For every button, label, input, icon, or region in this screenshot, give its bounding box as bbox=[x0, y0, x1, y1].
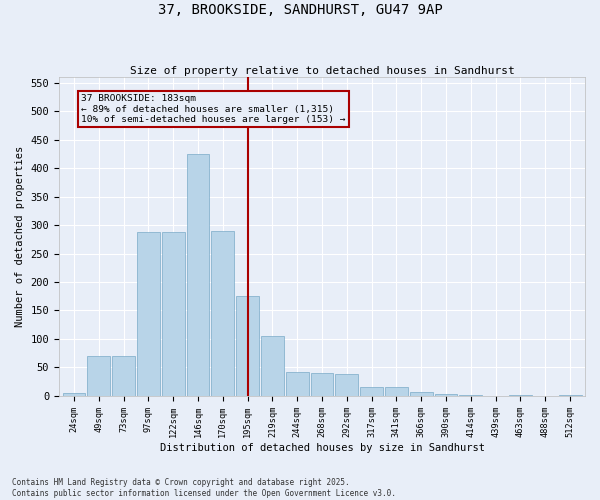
Bar bbox=[286, 372, 308, 396]
Bar bbox=[559, 395, 581, 396]
Bar bbox=[410, 392, 433, 396]
Bar bbox=[112, 356, 135, 396]
Bar bbox=[62, 393, 85, 396]
Bar bbox=[236, 296, 259, 396]
X-axis label: Distribution of detached houses by size in Sandhurst: Distribution of detached houses by size … bbox=[160, 442, 485, 452]
Bar bbox=[460, 395, 482, 396]
Bar bbox=[211, 231, 234, 396]
Text: Contains HM Land Registry data © Crown copyright and database right 2025.
Contai: Contains HM Land Registry data © Crown c… bbox=[12, 478, 396, 498]
Bar bbox=[261, 336, 284, 396]
Bar bbox=[509, 395, 532, 396]
Bar bbox=[335, 374, 358, 396]
Bar bbox=[311, 373, 334, 396]
Title: Size of property relative to detached houses in Sandhurst: Size of property relative to detached ho… bbox=[130, 66, 514, 76]
Bar bbox=[434, 394, 457, 396]
Bar bbox=[88, 356, 110, 396]
Bar bbox=[162, 232, 185, 396]
Bar bbox=[137, 232, 160, 396]
Bar bbox=[187, 154, 209, 396]
Text: 37, BROOKSIDE, SANDHURST, GU47 9AP: 37, BROOKSIDE, SANDHURST, GU47 9AP bbox=[158, 2, 442, 16]
Y-axis label: Number of detached properties: Number of detached properties bbox=[15, 146, 25, 327]
Text: 37 BROOKSIDE: 183sqm
← 89% of detached houses are smaller (1,315)
10% of semi-de: 37 BROOKSIDE: 183sqm ← 89% of detached h… bbox=[82, 94, 346, 124]
Bar bbox=[385, 387, 408, 396]
Bar bbox=[360, 387, 383, 396]
